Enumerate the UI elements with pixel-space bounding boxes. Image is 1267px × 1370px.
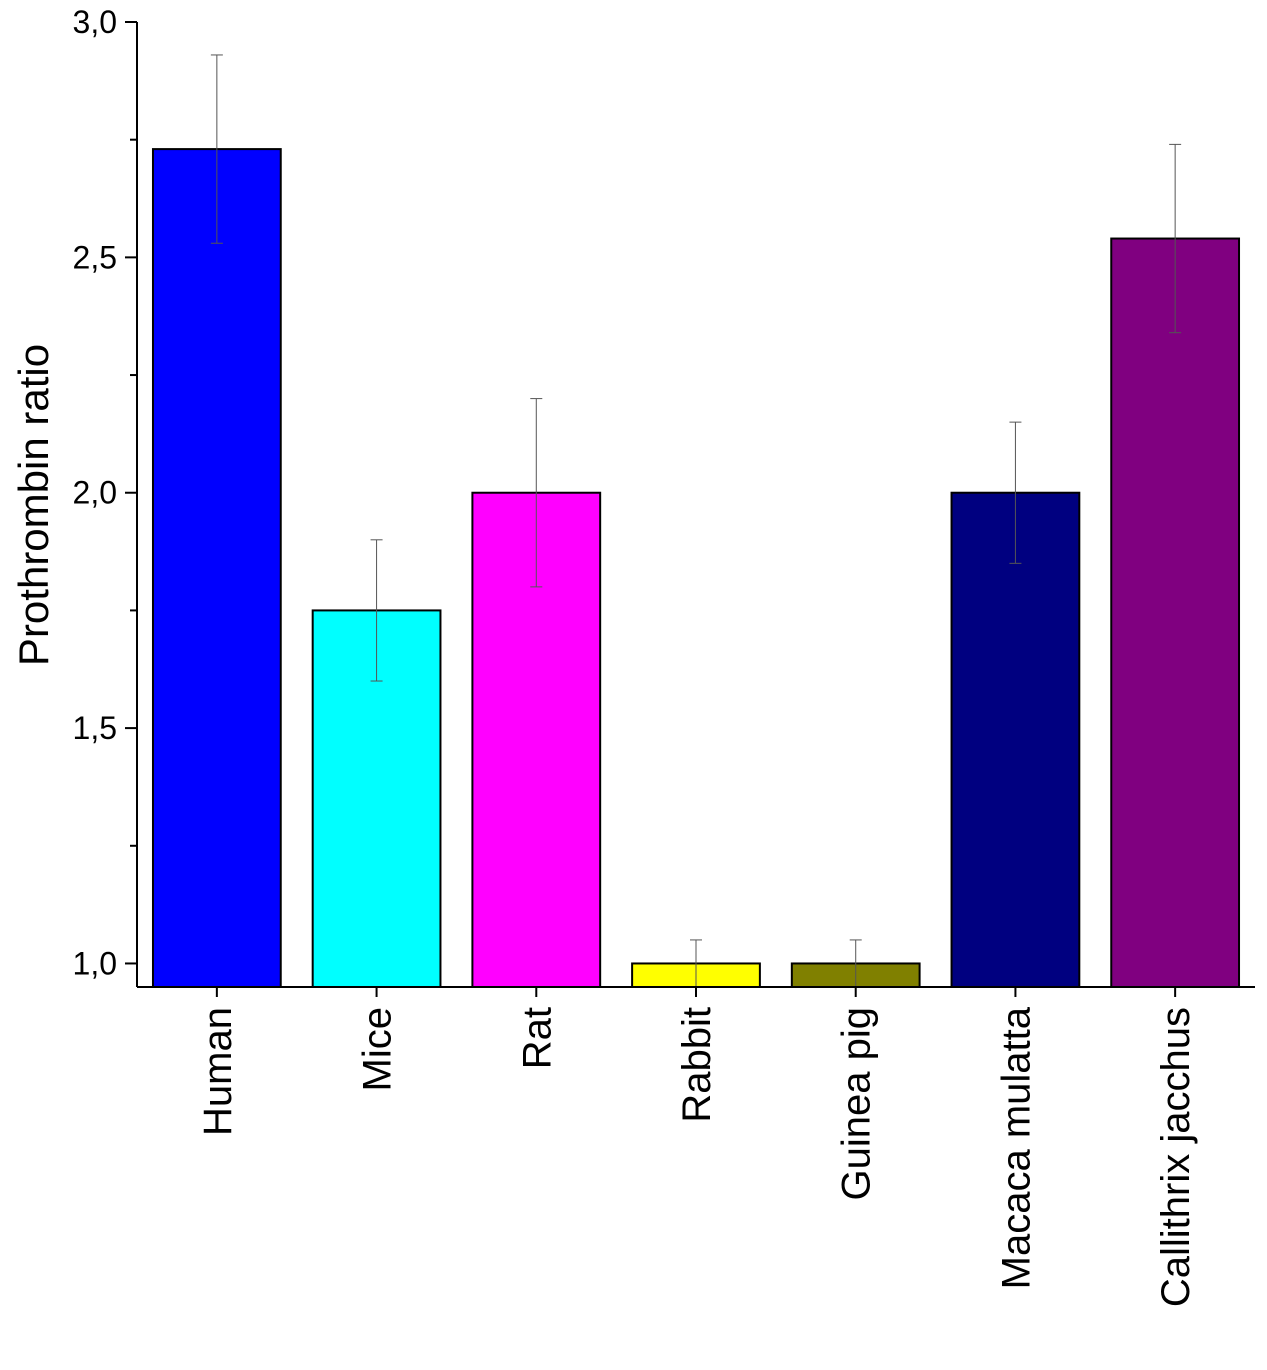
x-tick-label: Callithrix jacchus xyxy=(1154,1007,1198,1307)
bar-macaca-mulatta xyxy=(950,491,1081,988)
x-tick-labels: Human Mice Rat Rabbit Guinea pig Macaca mulat… xyxy=(196,987,1198,1307)
x-tick-label: Macaca mulatta xyxy=(994,1006,1038,1289)
x-tick-label: Mice xyxy=(356,1007,400,1091)
x-tick-label: Human xyxy=(196,1007,240,1136)
y-tick-label: 1,5 xyxy=(73,710,117,746)
bars xyxy=(151,148,1241,989)
x-tick-label: Guinea pig xyxy=(835,1007,879,1200)
x-tick-label: Rabbit xyxy=(675,1007,719,1123)
bar-human xyxy=(151,148,282,989)
y-tick-label: 2,0 xyxy=(73,475,117,511)
y-ticks: 1,0 1,5 2,0 2,5 3,0 xyxy=(73,4,137,981)
x-tick-label: Rat xyxy=(515,1007,559,1069)
bar-callithrix-jacchus xyxy=(1110,237,1241,989)
y-tick-label: 1,0 xyxy=(73,945,117,981)
axes xyxy=(136,22,1255,988)
y-tick-label: 2,5 xyxy=(73,239,117,275)
error-bars xyxy=(210,54,1182,988)
y-axis-title: Prothrombin ratio xyxy=(10,344,57,666)
y-tick-label: 3,0 xyxy=(73,4,117,40)
